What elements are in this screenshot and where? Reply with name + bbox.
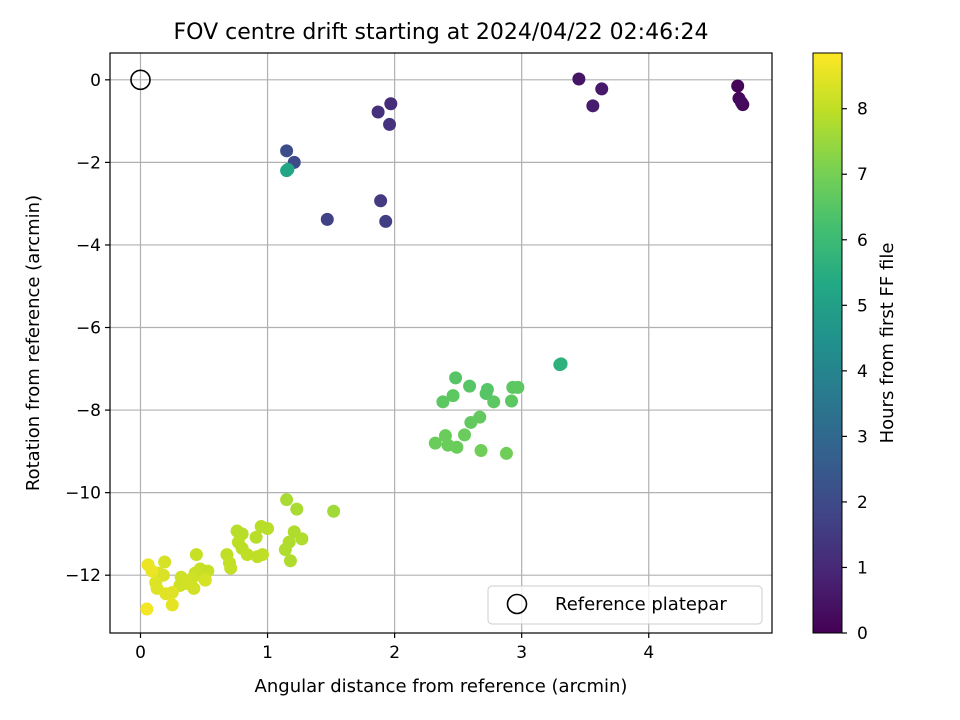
y-axis-ticks: 0 −2 −4 −6 −8 −10 −12 (65, 71, 110, 586)
data-point (572, 72, 586, 86)
x-tick-label: 2 (389, 643, 400, 663)
legend-reference-label: Reference platepar (555, 594, 727, 615)
colorbar-tick-label: 0 (857, 624, 868, 644)
data-point (145, 564, 159, 578)
plot-frame (109, 52, 773, 634)
data-point (428, 436, 442, 450)
data-point (280, 144, 294, 158)
grid (110, 53, 772, 633)
reference-marker (130, 69, 151, 91)
data-point (450, 440, 464, 454)
data-point (505, 394, 519, 408)
x-tick-label: 0 (135, 643, 146, 663)
colorbar-gradient (812, 52, 843, 634)
x-axis-ticks: 0 1 2 3 4 (135, 633, 654, 663)
x-tick-label: 4 (643, 643, 654, 663)
y-axis-label: Rotation from reference (arcmin) (23, 195, 44, 491)
x-tick-label: 3 (516, 643, 527, 663)
data-point (278, 543, 292, 557)
y-tick-label: −2 (76, 153, 101, 173)
data-point (283, 554, 297, 568)
legend: Reference platepar (487, 585, 763, 625)
data-point (198, 573, 212, 587)
colorbar-tick-label: 1 (857, 558, 868, 578)
data-point (595, 82, 609, 96)
data-point (290, 502, 304, 516)
data-point (458, 428, 472, 442)
data-point (158, 555, 172, 569)
data-point (230, 524, 244, 538)
data-point (499, 446, 513, 460)
data-point (735, 96, 749, 110)
legend-box (487, 585, 763, 625)
data-point (731, 79, 745, 93)
data-point (295, 532, 309, 546)
data-point (487, 395, 501, 409)
data-point (249, 530, 263, 544)
data-point (371, 105, 385, 119)
data-point (463, 379, 477, 393)
data-point (165, 598, 179, 612)
y-tick-label: −4 (76, 236, 101, 256)
colorbar-tick-label: 6 (857, 231, 868, 251)
colorbar-tick-label: 3 (857, 427, 868, 447)
data-point (165, 586, 179, 600)
data-point (383, 117, 397, 131)
data-point (464, 415, 478, 429)
colorbar-tick-label: 7 (857, 165, 868, 185)
colorbar-tick-label: 2 (857, 493, 868, 513)
data-point (255, 548, 269, 562)
legend-reference-marker (506, 593, 528, 615)
data-point (384, 97, 398, 111)
data-point (479, 387, 493, 401)
data-point (436, 395, 450, 409)
colorbar-tick-label: 4 (857, 362, 868, 382)
x-tick-label: 1 (262, 643, 273, 663)
y-tick-label: −8 (76, 401, 101, 421)
colorbar-tick-label: 5 (857, 296, 868, 316)
chart-title: FOV centre drift starting at 2024/04/22 … (174, 20, 709, 45)
data-point (224, 561, 238, 575)
data-point (449, 371, 463, 385)
data-point (280, 493, 294, 507)
data-point (511, 380, 525, 394)
y-tick-label: −12 (65, 566, 101, 586)
y-tick-label: 0 (90, 71, 101, 91)
colorbar-tick-label: 8 (857, 100, 868, 120)
data-point (281, 162, 295, 176)
data-point (446, 389, 460, 403)
data-point (189, 548, 203, 562)
colorbar-label: Hours from first FF file (877, 243, 898, 444)
data-point (586, 99, 600, 113)
data-point (261, 522, 275, 536)
data-point (187, 581, 201, 595)
data-point (140, 602, 154, 616)
data-point (327, 504, 341, 518)
data-point (240, 548, 254, 562)
data-point (379, 214, 393, 228)
data-point (474, 444, 488, 458)
data-point (320, 212, 334, 226)
y-tick-label: −6 (76, 319, 101, 339)
data-points (130, 69, 750, 616)
y-tick-label: −10 (65, 484, 101, 504)
data-point (374, 194, 388, 208)
x-axis-label: Angular distance from reference (arcmin) (255, 676, 628, 697)
colorbar-ticks: 0 1 2 3 4 5 6 7 8 (842, 100, 868, 644)
data-point (554, 357, 568, 371)
colorbar: 0 1 2 3 4 5 6 7 8 Hours from first FF file (812, 52, 898, 644)
